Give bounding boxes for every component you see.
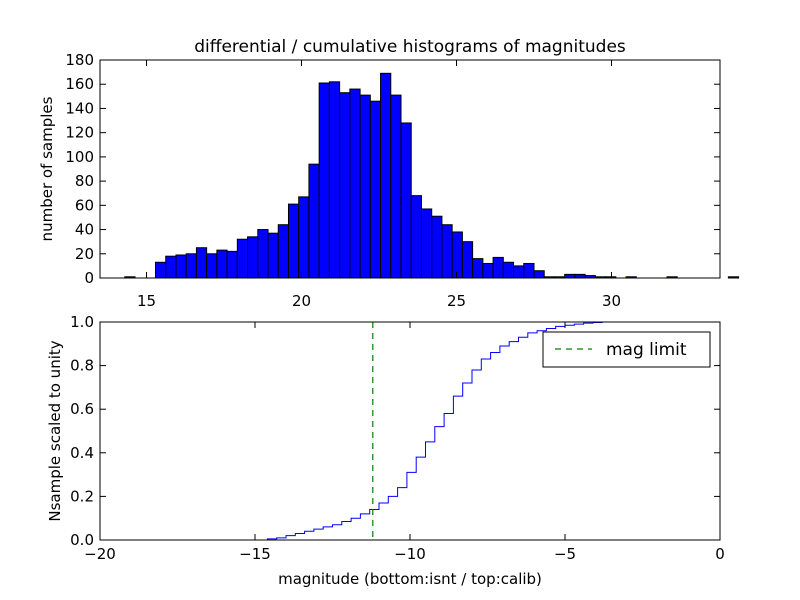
- histogram-bar: [308, 163, 320, 279]
- histogram-bar: [247, 236, 259, 279]
- cumulative-ylabel: Nsample scaled to unity: [46, 340, 64, 521]
- histogram-ticks: 0 20 40 60 80 100 120 140 160 180 15 20 25 30: [65, 51, 720, 310]
- histogram-bar: [390, 94, 402, 279]
- histogram-bar: [175, 254, 187, 279]
- histogram-bar: [216, 249, 228, 279]
- histogram-bar: [154, 261, 167, 279]
- x-tick-label: 25: [447, 292, 466, 310]
- x-tick-label: −15: [239, 545, 271, 563]
- cumulative-frame: [99, 321, 721, 541]
- cumulative-panel: 0.0 0.2 0.4 0.6 0.8 1.0 −20 −15 −10 −5 0 mag limit…: [46, 313, 725, 588]
- y-tick-label: 140: [65, 99, 94, 117]
- x-tick-label: 15: [137, 292, 156, 310]
- histogram-bar: [431, 215, 443, 279]
- histogram-bar: [523, 262, 535, 279]
- histogram-bar: [461, 241, 474, 279]
- y-tick-label: 0.2: [70, 487, 94, 505]
- y-tick-label: 120: [65, 124, 94, 142]
- histogram-bar: [369, 100, 382, 279]
- y-tick-label: 1.0: [70, 313, 94, 331]
- cumulative-step-line: [100, 321, 721, 541]
- histogram-bar: [564, 273, 576, 279]
- x-tick-label: −20: [84, 545, 116, 563]
- y-tick-label: 0: [84, 269, 94, 287]
- x-tick-label: 20: [292, 292, 311, 310]
- histogram-bar: [410, 195, 422, 279]
- y-tick-label: 40: [75, 221, 94, 239]
- y-tick-label: 100: [65, 148, 94, 166]
- histogram-bar: [206, 253, 218, 279]
- y-tick-label: 160: [65, 75, 94, 93]
- y-tick-label: 60: [75, 196, 94, 214]
- y-tick-label: 180: [65, 51, 94, 69]
- histogram-panel: differential / cumulative histograms of …: [38, 37, 740, 310]
- histogram-bar: [513, 265, 525, 279]
- histogram-bar: [533, 270, 545, 279]
- histogram-bar: [472, 258, 484, 279]
- x-tick-label: 30: [602, 292, 621, 310]
- histogram-bar: [226, 250, 238, 279]
- histogram-bar: [257, 229, 269, 279]
- histogram-bar: [574, 273, 586, 279]
- y-tick-label: 0.6: [70, 400, 94, 418]
- y-tick-label: 80: [75, 172, 94, 190]
- histogram-bar: [492, 256, 504, 279]
- histogram-bar: [400, 122, 412, 279]
- y-tick-label: 0.8: [70, 357, 94, 375]
- y-tick-label: 20: [75, 245, 94, 263]
- x-tick-label: −5: [554, 545, 576, 563]
- x-tick-label: 0: [715, 545, 725, 563]
- chart-title: differential / cumulative histograms of …: [194, 37, 626, 57]
- histogram-bar: [298, 196, 310, 279]
- y-tick-label: 0.4: [70, 444, 94, 462]
- cumulative-xlabel: magnitude (bottom:isnt / top:calib): [278, 570, 542, 588]
- histogram-bar: [727, 276, 740, 279]
- histogram-bar: [267, 232, 279, 279]
- histogram-frame: [99, 59, 721, 279]
- cumulative-ticks: 0.0 0.2 0.4 0.6 0.8 1.0 −20 −15 −10 −5 0: [70, 313, 725, 563]
- histogram-bar: [420, 208, 433, 279]
- histogram-bar: [380, 72, 392, 279]
- histogram-bar: [165, 255, 177, 279]
- histogram-bar: [339, 92, 351, 279]
- histogram-bar: [195, 247, 208, 279]
- histogram-bars: [124, 72, 740, 279]
- histogram-bar: [318, 82, 330, 279]
- histogram-bar: [451, 231, 463, 279]
- histogram-bar: [287, 203, 300, 279]
- x-tick-label: −10: [394, 545, 426, 563]
- legend-label: mag limit: [606, 340, 687, 360]
- y-tick-label: 0.0: [70, 531, 94, 549]
- histogram-bar: [185, 253, 197, 279]
- histogram-bar: [502, 261, 515, 279]
- histogram-bar: [328, 81, 341, 279]
- histogram-bar: [482, 262, 494, 279]
- histogram-bar: [349, 88, 361, 279]
- histogram-bar: [359, 94, 371, 279]
- legend: mag limit: [542, 331, 711, 368]
- histogram-bar: [441, 224, 453, 279]
- histogram-ylabel: number of samples: [38, 96, 56, 241]
- histogram-bar: [236, 238, 249, 279]
- histogram-bar: [277, 224, 289, 279]
